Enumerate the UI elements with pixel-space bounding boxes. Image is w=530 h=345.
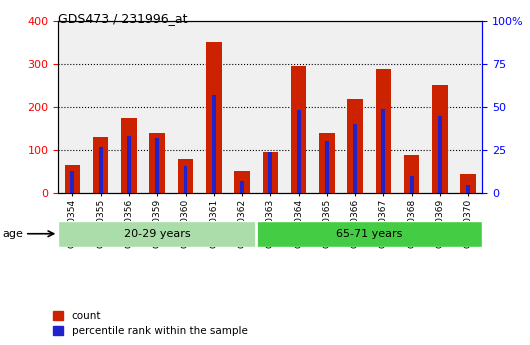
Bar [297, 110, 301, 193]
Bar [432, 85, 448, 193]
Bar [99, 147, 103, 193]
Bar [127, 136, 131, 193]
Bar [234, 171, 250, 193]
Bar [291, 66, 306, 193]
Bar [121, 118, 137, 193]
Bar [212, 95, 216, 193]
Bar [325, 141, 329, 193]
Bar [206, 42, 222, 193]
Bar [65, 165, 80, 193]
Bar [149, 133, 165, 193]
Bar [353, 124, 357, 193]
Text: age: age [3, 229, 23, 239]
Bar [240, 181, 244, 193]
Bar [461, 174, 476, 193]
Bar [155, 138, 159, 193]
Bar [466, 185, 470, 193]
Bar [382, 109, 385, 193]
Legend: count, percentile rank within the sample: count, percentile rank within the sample [53, 311, 248, 336]
Bar [404, 155, 419, 193]
Bar [178, 159, 193, 193]
Bar [183, 166, 188, 193]
Bar [376, 69, 391, 193]
Bar [268, 152, 272, 193]
Bar [410, 176, 413, 193]
Bar [347, 99, 363, 193]
Bar [256, 221, 482, 247]
Bar [93, 137, 109, 193]
Text: 65-71 years: 65-71 years [336, 229, 402, 239]
Bar [70, 171, 74, 193]
Text: GDS473 / 231996_at: GDS473 / 231996_at [58, 12, 188, 25]
Text: 20-29 years: 20-29 years [124, 229, 191, 239]
Bar [319, 133, 334, 193]
Bar [262, 152, 278, 193]
Bar [58, 221, 256, 247]
Bar [438, 116, 442, 193]
